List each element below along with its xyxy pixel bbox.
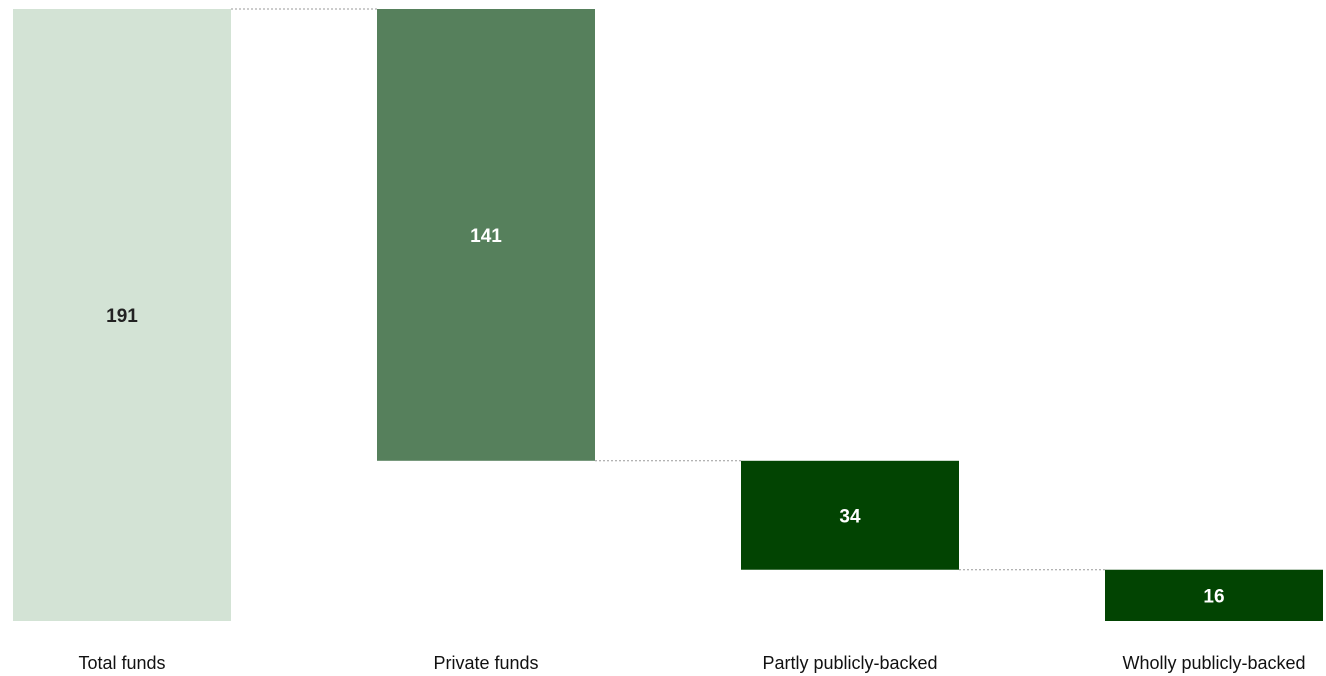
category-label: Wholly publicly-backed: [1122, 653, 1305, 673]
category-label: Total funds: [78, 653, 165, 673]
data-label: 191: [106, 306, 138, 327]
data-label: 141: [470, 226, 502, 247]
data-label: 16: [1203, 586, 1224, 607]
category-label: Private funds: [433, 653, 538, 673]
data-label: 34: [839, 506, 861, 527]
category-label: Partly publicly-backed: [762, 653, 937, 673]
